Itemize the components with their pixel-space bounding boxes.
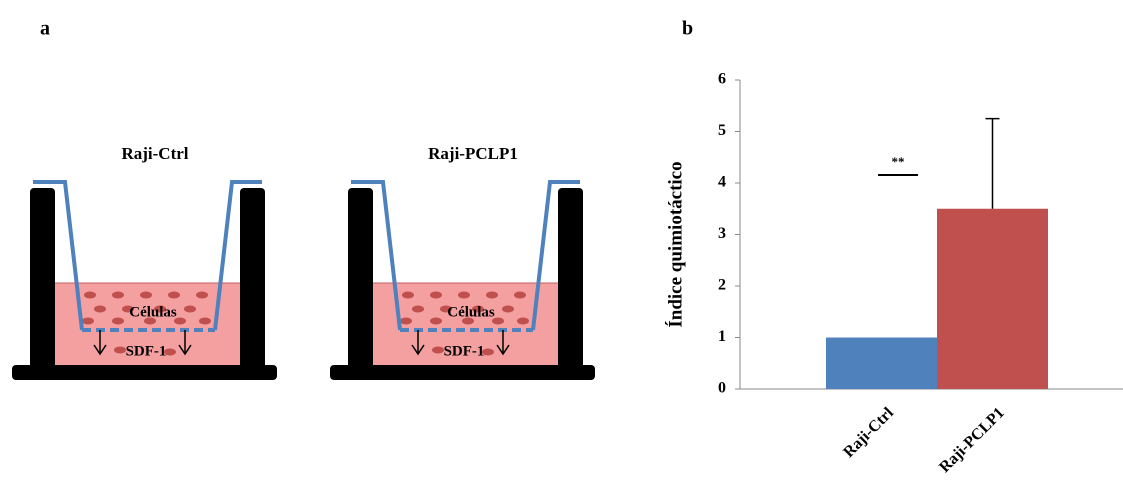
cell [486, 291, 498, 299]
cell [114, 346, 126, 354]
cell [174, 317, 186, 325]
well: Raji-Ctrl Células SDF-1 [12, 144, 277, 380]
chemokine-label: SDF-1 [444, 343, 485, 359]
panel-label: a [40, 18, 50, 40]
post [30, 188, 55, 370]
cell [492, 317, 504, 325]
post [558, 188, 583, 370]
cell [462, 317, 474, 325]
insert [351, 180, 402, 331]
well-title: Raji-Ctrl [121, 144, 188, 163]
cells-label: Células [129, 304, 177, 320]
panel-label: b [682, 18, 693, 40]
y-tick-label: 3 [718, 225, 726, 242]
x-tick-label: Raji-Ctrl [840, 404, 897, 461]
base [12, 365, 277, 380]
post [348, 188, 373, 370]
bar [937, 208, 1048, 389]
cell [472, 305, 484, 313]
cell [184, 305, 196, 313]
arrow [93, 344, 107, 356]
cell [144, 317, 156, 325]
cell [432, 346, 444, 354]
cell [82, 317, 94, 325]
y-tick-label: 0 [718, 380, 726, 397]
cell [517, 317, 529, 325]
base [330, 365, 595, 380]
y-tick-label: 2 [718, 277, 726, 294]
cell [122, 305, 134, 313]
arrow [411, 344, 425, 356]
x-tick-label: Raji-PCLP1 [936, 404, 1008, 476]
cell [112, 317, 124, 325]
cell [154, 305, 166, 313]
y-tick-label: 6 [718, 71, 726, 88]
significance-label: ** [892, 154, 905, 169]
cell [140, 291, 152, 299]
insert [213, 180, 262, 331]
y-tick-label: 4 [718, 174, 726, 191]
chart: 0 1 2 3 4 5 6 Índice quimiotáctico Raji-Ctrl Raji… [664, 71, 1123, 476]
well: Raji-PCLP1 Células SDF-1 [330, 144, 595, 380]
post [240, 188, 265, 370]
bar [826, 337, 937, 389]
cell [482, 348, 494, 356]
chemokine-label: SDF-1 [126, 343, 167, 359]
cell [196, 291, 208, 299]
cell [112, 291, 124, 299]
y-tick-label: 5 [718, 122, 726, 139]
cell [430, 291, 442, 299]
cell [412, 305, 424, 313]
insert [33, 180, 84, 331]
cell [430, 317, 442, 325]
arrow [178, 344, 192, 356]
cell [84, 291, 96, 299]
cell [400, 317, 412, 325]
diagram: Raji-Ctrl Células SDF-1 Raji-PCLP1 Células SD… [12, 144, 595, 380]
cell [514, 291, 526, 299]
insert [531, 180, 580, 331]
cell [168, 291, 180, 299]
cell [199, 317, 211, 325]
cell [440, 305, 452, 313]
cell [94, 305, 106, 313]
well-title: Raji-PCLP1 [428, 144, 518, 163]
y-axis-title: Índice quimiotáctico [664, 161, 686, 327]
cell [502, 305, 514, 313]
arrow [496, 344, 510, 356]
cell [402, 291, 414, 299]
y-tick-label: 1 [718, 328, 726, 345]
cell [164, 348, 176, 356]
cell [458, 291, 470, 299]
cells-label: Células [447, 304, 495, 320]
